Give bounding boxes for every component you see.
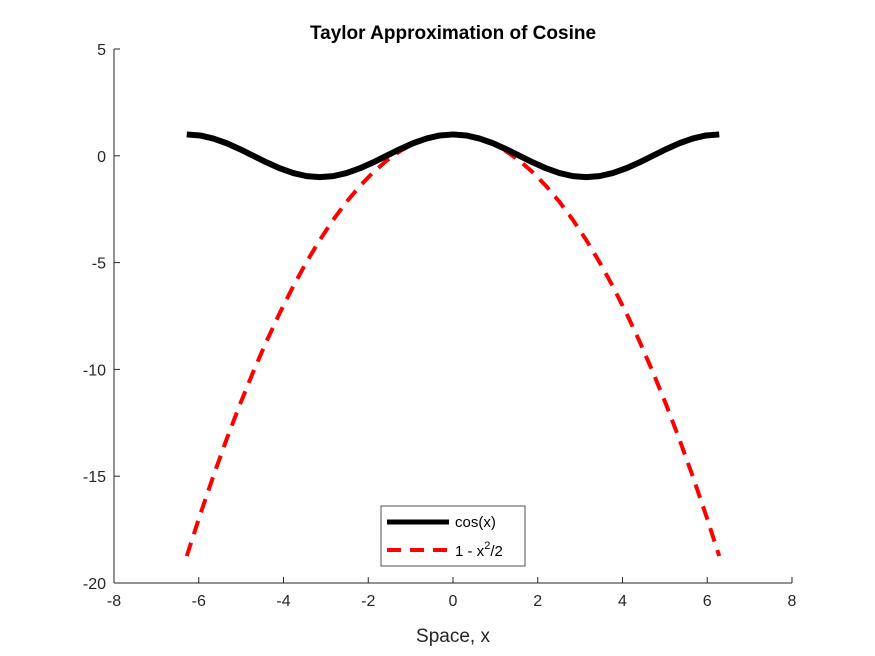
y-tick-label: -20 <box>83 576 106 593</box>
y-tick-label: 5 <box>97 42 106 59</box>
legend-label-cos: cos(x) <box>455 514 496 531</box>
x-tick-label: -6 <box>192 593 206 610</box>
x-tick-label: 4 <box>618 593 627 610</box>
x-tick-label: -2 <box>361 593 375 610</box>
y-tick-label: 0 <box>97 149 106 166</box>
x-tick-label: -8 <box>107 593 121 610</box>
x-tick-label: -4 <box>276 593 290 610</box>
legend-label-cos-main: cos(x) <box>455 514 496 531</box>
x-ticks: -8 -6 -4 -2 0 2 4 6 8 <box>107 577 797 610</box>
x-tick-label: 2 <box>533 593 542 610</box>
x-tick-label: 8 <box>788 593 797 610</box>
series-line-taylor <box>184 132 722 557</box>
legend-label-taylor-tail: /2 <box>490 543 503 560</box>
y-tick-label: -5 <box>92 256 106 273</box>
x-tick-label: 0 <box>449 593 458 610</box>
x-axis-label: Space, x <box>416 626 490 647</box>
chart-title: Taylor Approximation of Cosine <box>310 23 596 44</box>
y-ticks: -20 -15 -10 -5 0 5 <box>83 42 120 593</box>
legend-label-taylor-sup: 2 <box>484 540 490 552</box>
legend: cos(x) 1 - x2/2 <box>380 505 526 567</box>
x-tick-label: 6 <box>703 593 712 610</box>
y-tick-label: -10 <box>83 362 106 379</box>
legend-label-taylor: 1 - x2/2 <box>455 540 503 560</box>
series-line-cos <box>186 131 720 181</box>
plot-lines <box>184 131 722 557</box>
legend-label-taylor-main: 1 - x <box>455 543 485 560</box>
legend-box <box>380 505 526 567</box>
y-tick-label: -15 <box>83 469 106 486</box>
axes: -8 -6 -4 -2 0 2 4 6 8 -20-15-10-505 <box>83 42 797 610</box>
